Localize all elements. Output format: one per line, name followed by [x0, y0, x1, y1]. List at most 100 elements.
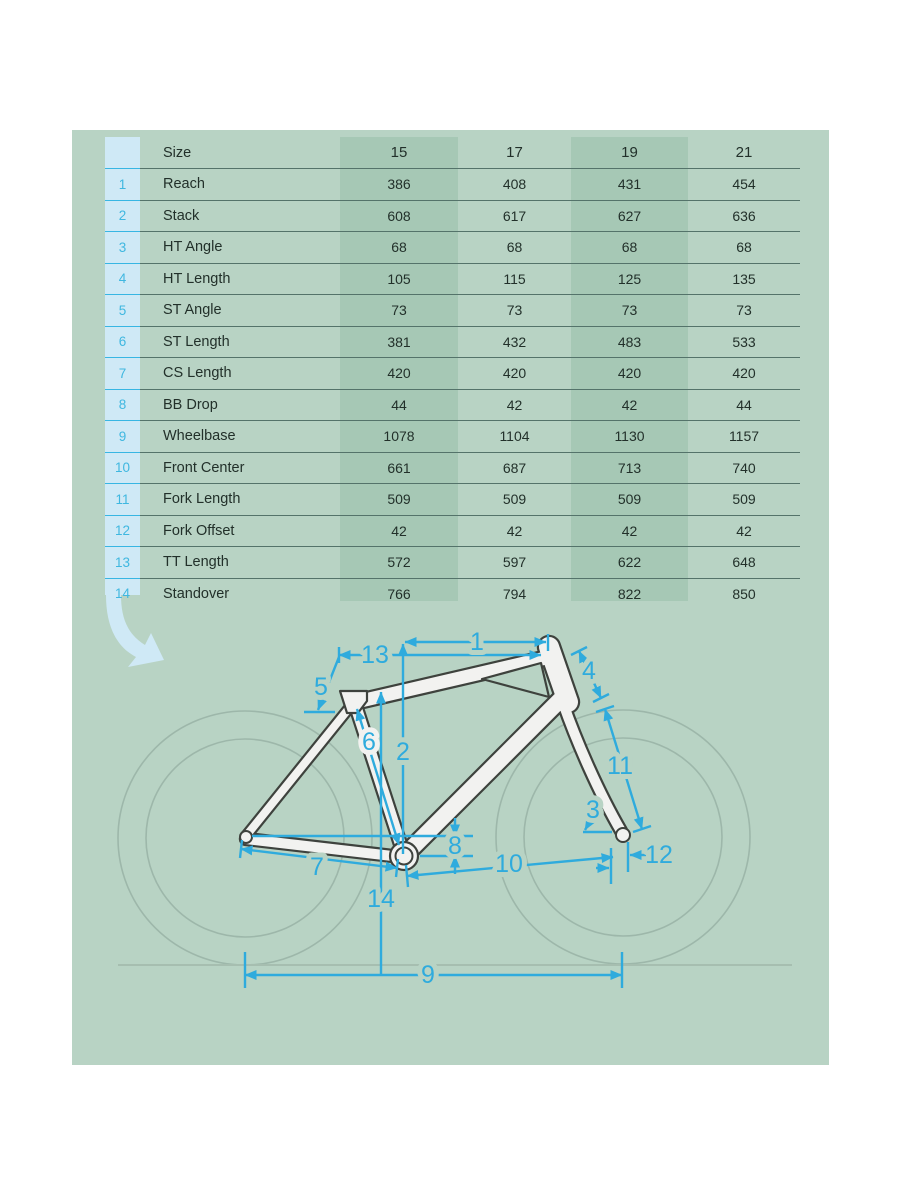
table-row: 7 CS Length 420 420 420 420	[105, 357, 800, 390]
row-value: 105	[340, 263, 458, 295]
table-row: 9 Wheelbase 1078 1104 1130 1157	[105, 420, 800, 453]
row-value: 1078	[340, 420, 458, 453]
row-value: 1104	[458, 420, 571, 453]
row-number: 8	[105, 389, 140, 421]
geometry-table: Size 15 17 19 21 1 Reach 386 408 431 454 2 Stac…	[105, 137, 800, 609]
row-number: 1	[105, 168, 140, 201]
row-value: 794	[502, 585, 527, 602]
row-value: 572	[340, 546, 458, 579]
table-row: 3 HT Angle 68 68 68 68	[105, 231, 800, 264]
col-header-21: 21	[688, 137, 800, 169]
row-value: 687	[458, 452, 571, 484]
row-value: 431	[571, 168, 688, 201]
table-row: 14 Standover 766 794 822 850	[105, 578, 800, 609]
row-value: 125	[571, 263, 688, 295]
row-value: 617	[458, 200, 571, 232]
row-number: 7	[105, 357, 140, 390]
row-value: 42	[571, 389, 688, 421]
row-value: 766	[387, 585, 411, 602]
row-value: 73	[571, 294, 688, 327]
row-label: CS Length	[140, 357, 340, 390]
row-value: 822	[617, 585, 642, 602]
row-label: TT Length	[140, 546, 340, 579]
row-value: 622	[571, 546, 688, 579]
table-row: 4 HT Length 105 115 125 135	[105, 263, 800, 295]
row-value: 1157	[688, 420, 800, 453]
row-value: 44	[340, 389, 458, 421]
row-value: 509	[688, 483, 800, 516]
row-value: 68	[571, 231, 688, 264]
table-row: 11 Fork Length 509 509 509 509	[105, 483, 800, 516]
col-header-19: 19	[571, 137, 688, 169]
table-row: 6 ST Length 381 432 483 533	[105, 326, 800, 358]
row-number: 6	[105, 326, 140, 358]
row-label: BB Drop	[140, 389, 340, 421]
row-value: 1130	[571, 420, 688, 453]
row-number: 5	[105, 294, 140, 327]
row-value: 386	[340, 168, 458, 201]
row-value: 135	[688, 263, 800, 295]
table-row: 2 Stack 608 617 627 636	[105, 200, 800, 232]
row-label: ST Length	[140, 326, 340, 358]
row-value: 608	[340, 200, 458, 232]
row-value: 73	[458, 294, 571, 327]
row-value: 42	[571, 515, 688, 547]
header-blank-cell	[105, 137, 140, 169]
col-header-15: 15	[340, 137, 458, 169]
table-row: 5 ST Angle 73 73 73 73	[105, 294, 800, 327]
row-number: 9	[105, 420, 140, 453]
row-value: 42	[458, 515, 571, 547]
row-value: 661	[340, 452, 458, 484]
row-value: 713	[571, 452, 688, 484]
row-label: HT Angle	[140, 231, 340, 264]
row-label: ST Angle	[140, 294, 340, 327]
row-value: 454	[688, 168, 800, 201]
row-label: Wheelbase	[140, 420, 340, 453]
row-value: 68	[688, 231, 800, 264]
row-value: 44	[688, 389, 800, 421]
row-value: 68	[458, 231, 571, 264]
row-value: 420	[571, 357, 688, 390]
row-number: 2	[105, 200, 140, 232]
row-value: 636	[688, 200, 800, 232]
table-row: 13 TT Length 572 597 622 648	[105, 546, 800, 579]
row-value: 68	[340, 231, 458, 264]
row-label: Fork Length	[140, 483, 340, 516]
col-header-size: Size	[140, 137, 340, 169]
row-number: 4	[105, 263, 140, 295]
row-value: 648	[688, 546, 800, 579]
row-label: Standover	[163, 585, 230, 602]
table-row: 8 BB Drop 44 42 42 44	[105, 389, 800, 421]
row-number: 10	[105, 452, 140, 484]
row-number: 11	[105, 483, 140, 516]
row-value: 533	[688, 326, 800, 358]
row-value: 627	[571, 200, 688, 232]
row-value: 509	[458, 483, 571, 516]
row-label: Reach	[140, 168, 340, 201]
row-value: 420	[688, 357, 800, 390]
row-value: 432	[458, 326, 571, 358]
row-value: 73	[688, 294, 800, 327]
row-number: 12	[105, 515, 140, 547]
row-value: 115	[458, 263, 571, 295]
row-value: 381	[340, 326, 458, 358]
row-value: 420	[340, 357, 458, 390]
table-header-row: Size 15 17 19 21	[105, 137, 800, 169]
row-label: HT Length	[140, 263, 340, 295]
row-value: 483	[571, 326, 688, 358]
row-label: Stack	[140, 200, 340, 232]
table-row: 10 Front Center 661 687 713 740	[105, 452, 800, 484]
row-value: 597	[458, 546, 571, 579]
col-header-17: 17	[458, 137, 571, 169]
row-value: 408	[458, 168, 571, 201]
row-value: 42	[688, 515, 800, 547]
row-value: 420	[458, 357, 571, 390]
row-number: 3	[105, 231, 140, 264]
table-row: 1 Reach 386 408 431 454	[105, 168, 800, 201]
row-label: Front Center	[140, 452, 340, 484]
table-row: 12 Fork Offset 42 42 42 42	[105, 515, 800, 547]
row-value: 42	[340, 515, 458, 547]
row-number: 13	[105, 546, 140, 579]
row-value: 850	[732, 585, 756, 602]
